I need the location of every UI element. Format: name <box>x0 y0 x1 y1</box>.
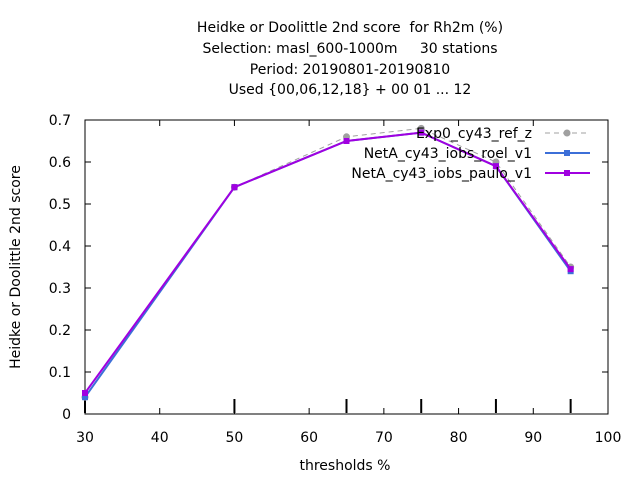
y-tick-label: 0.7 <box>49 113 71 129</box>
series-line <box>84 131 572 394</box>
title-line-4: Used {00,06,12,18} + 00 01 ... 12 <box>228 82 472 98</box>
x-tick-label: 90 <box>524 430 542 446</box>
y-tick-label: 0.3 <box>49 281 71 297</box>
data-point <box>418 129 425 136</box>
legend-entry: NetA_cy43_iobs_paulo_v1 <box>351 166 590 182</box>
legend-label: NetA_cy43_iobs_roel_v1 <box>364 146 532 162</box>
legend-swatch-marker <box>564 150 570 156</box>
y-tick-label: 0.6 <box>49 155 71 171</box>
plot-frame <box>84 119 609 415</box>
x-tick-label: 100 <box>595 430 622 446</box>
title-line-2: Selection: masl_600-1000m 30 stations <box>202 41 498 57</box>
legend-entry: NetA_cy43_iobs_roel_v1 <box>364 146 590 162</box>
legend-swatch-marker <box>564 170 570 176</box>
axis-ticks: 30 40 50 60 70 80 90 100 0 0.1 0.2 0.3 0.4 0.5 0.6 0.7 <box>49 113 622 446</box>
y-tick-label: 0.5 <box>49 197 71 213</box>
series-line <box>84 127 572 398</box>
legend-entry: Exp0_cy43_ref_z <box>416 126 590 142</box>
x-axis-label: thresholds % <box>300 458 391 474</box>
data-point <box>82 390 88 396</box>
data-point <box>343 138 350 144</box>
data-point <box>82 394 88 401</box>
title-line-1: Heidke or Doolittle 2nd score for Rh2m (… <box>196 20 504 36</box>
data-point <box>231 184 238 191</box>
title-line-3: Period: 20190801-20190810 <box>249 62 451 78</box>
legend-label: Exp0_cy43_ref_z <box>416 126 532 142</box>
x-tick-label: 80 <box>450 430 468 446</box>
x-tick-label: 60 <box>300 430 318 446</box>
x-tick-label: 50 <box>226 430 244 446</box>
legend: Exp0_cy43_ref_z NetA_cy43_iobs_roel_v1 Net… <box>351 126 590 182</box>
legend-swatch-marker <box>563 129 571 137</box>
series-3 <box>82 129 574 396</box>
legend-label: NetA_cy43_iobs_paulo_v1 <box>351 166 532 182</box>
y-tick-label: 0.1 <box>49 365 71 381</box>
y-axis-label: Heidke or Doolittle 2nd score <box>8 165 24 369</box>
data-point <box>567 266 574 273</box>
x-tick-label: 30 <box>76 430 94 446</box>
y-tick-label: 0 <box>62 407 71 423</box>
data-point <box>492 163 499 170</box>
y-tick-label: 0.2 <box>49 323 71 339</box>
y-tick-label: 0.4 <box>49 239 71 255</box>
x-tick-label: 70 <box>375 430 393 446</box>
series-layer <box>81 124 575 401</box>
x-tick-label: 40 <box>151 430 169 446</box>
